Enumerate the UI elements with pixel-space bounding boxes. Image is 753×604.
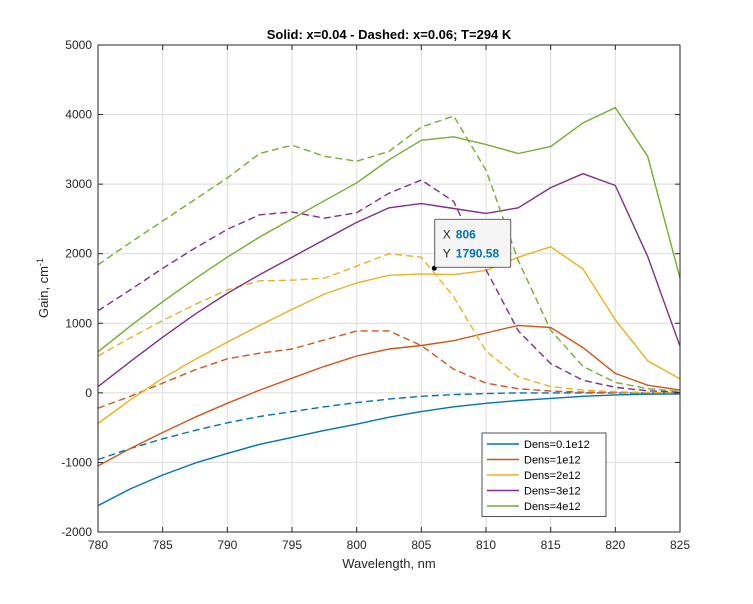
legend-label-5: Dens=4e12 xyxy=(524,501,581,513)
x-tick-label: 785 xyxy=(153,538,173,552)
y-tick-label: -1000 xyxy=(61,455,92,469)
y-tick-label: 2000 xyxy=(65,247,92,261)
legend: Dens=0.1e12 Dens=1e12 Dens=2e12 Dens=3e12 De… xyxy=(481,432,607,517)
axis-ticks: 780 785 790 795 800 805 810 815 820 825 -2000 -1000… xyxy=(61,38,690,552)
series-lines xyxy=(97,106,681,507)
datatip[interactable]: X 806 Y 1790.58 xyxy=(431,218,512,271)
datatip-x-label: X xyxy=(443,227,451,241)
chart-title: Solid: x=0.04 - Dashed: x=0.06; T=294 K xyxy=(267,27,512,42)
y-tick-label: 5000 xyxy=(65,38,92,52)
series-line-solid-5 xyxy=(97,106,681,353)
y-tick-label: 3000 xyxy=(65,177,92,191)
series-line-dashed-4 xyxy=(97,179,681,393)
series-line-dashed-5 xyxy=(97,115,681,393)
datatip-x-row: X 806 xyxy=(443,227,476,241)
y-tick-label: 0 xyxy=(85,386,92,400)
y-tick-label: -2000 xyxy=(61,525,92,539)
y-axis-label-main: Gain, cm xyxy=(36,266,51,318)
datatip-y-value: 1790.58 xyxy=(456,246,500,260)
x-tick-label: 825 xyxy=(670,538,690,552)
x-axis-label: Wavelength, nm xyxy=(342,556,435,571)
series-line-solid-3 xyxy=(97,246,681,425)
x-tick-label: 815 xyxy=(541,538,561,552)
series-line-solid-1 xyxy=(97,393,681,507)
datatip-y-label: Y xyxy=(443,246,451,260)
datatip-x-value: 806 xyxy=(456,227,476,241)
legend-label-1: Dens=0.1e12 xyxy=(524,439,590,451)
y-axis-label-unit-exponent: -1 xyxy=(35,258,45,266)
x-tick-label: 790 xyxy=(217,538,237,552)
series-line-dashed-1 xyxy=(97,392,680,461)
legend-label-2: Dens=1e12 xyxy=(524,455,581,467)
x-tick-label: 780 xyxy=(88,538,108,552)
x-tick-label: 810 xyxy=(476,538,496,552)
x-tick-label: 805 xyxy=(411,538,431,552)
x-tick-label: 800 xyxy=(347,538,367,552)
axes-box xyxy=(97,44,681,533)
x-tick-label: 795 xyxy=(282,538,302,552)
legend-label-4: Dens=3e12 xyxy=(524,486,581,498)
y-tick-label: 1000 xyxy=(65,316,92,330)
datatip-box xyxy=(434,218,512,268)
datatip-y-row: Y 1790.58 xyxy=(443,246,500,260)
y-tick-label: 4000 xyxy=(65,108,92,122)
series-line-dashed-2 xyxy=(97,330,680,409)
series-line-solid-2 xyxy=(97,324,681,467)
y-axis-label: Gain, cm-1 xyxy=(35,258,51,318)
x-tick-label: 820 xyxy=(605,538,625,552)
series-line-dashed-3 xyxy=(97,252,681,394)
series-line-solid-4 xyxy=(97,172,681,388)
legend-label-3: Dens=2e12 xyxy=(524,470,581,482)
legend-box xyxy=(481,432,607,517)
